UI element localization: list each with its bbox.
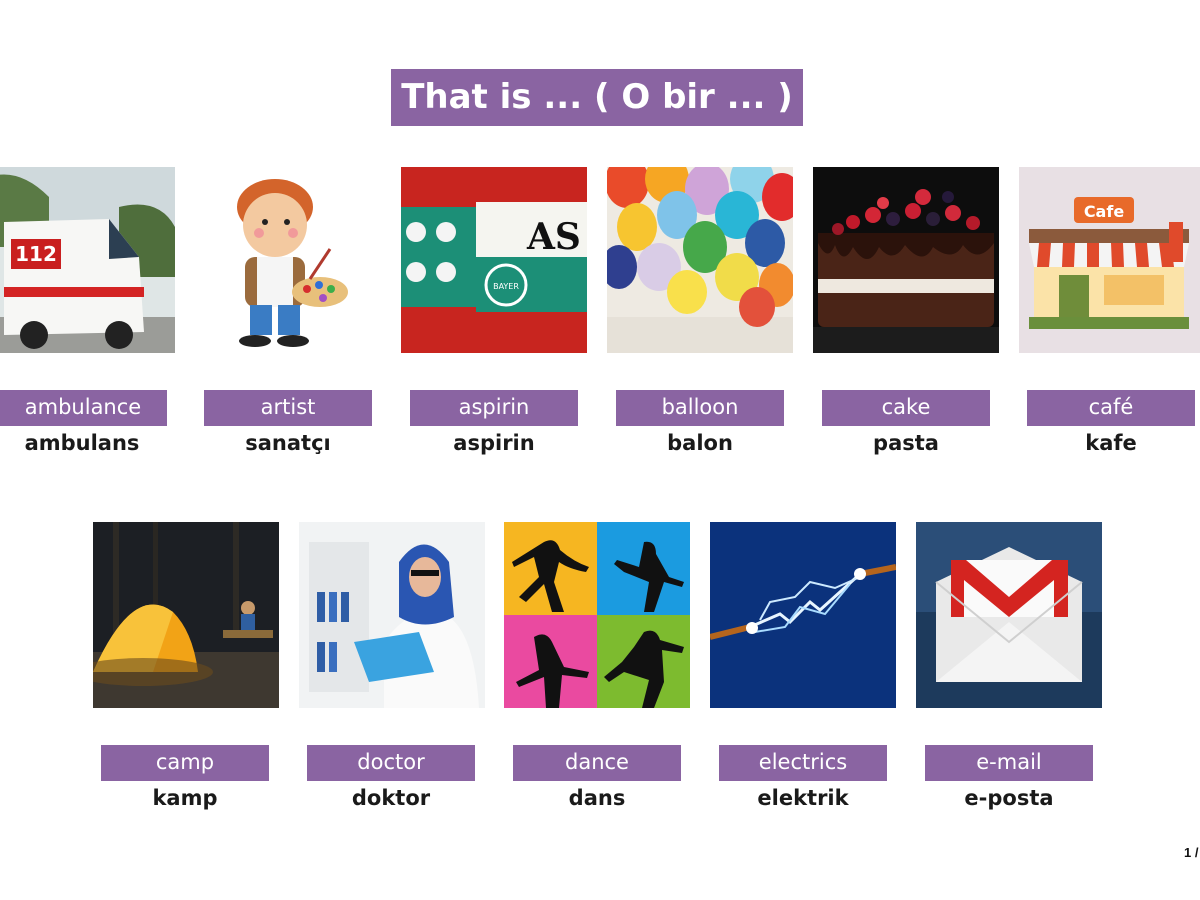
word-label-cake: cake [822, 390, 990, 426]
dance-image [504, 522, 690, 708]
word-label-camp: camp [101, 745, 269, 781]
translation-kamp: kamp [152, 786, 218, 810]
translation-sanatci: sanatçı [245, 431, 331, 455]
balloon-image [607, 167, 793, 353]
cake-image [813, 167, 999, 353]
word-label-dance: dance [513, 745, 681, 781]
word-label-doctor: doctor [307, 745, 475, 781]
ambulance-number: 112 [15, 242, 57, 266]
aspirin-image: AS BAYER [401, 167, 587, 353]
cafe-sign-text: Cafe [1084, 202, 1125, 221]
word-label-ambulance: ambulance [0, 390, 167, 426]
translation-pasta: pasta [873, 431, 939, 455]
translation-eposta: e-posta [964, 786, 1054, 810]
translation-balon: balon [667, 431, 733, 455]
word-label-artist: artist [204, 390, 372, 426]
aspirin-box-text: AS [526, 216, 581, 258]
doctor-image [299, 522, 485, 708]
artist-image [195, 167, 381, 353]
page-number: 1 / [1184, 845, 1199, 860]
translation-kafe: kafe [1085, 431, 1137, 455]
translation-elektrik: elektrik [757, 786, 849, 810]
word-label-aspirin: aspirin [410, 390, 578, 426]
camp-image [93, 522, 279, 708]
translation-doktor: doktor [351, 786, 431, 810]
word-label-cafe: café [1027, 390, 1195, 426]
translation-dans: dans [568, 786, 626, 810]
electrics-image [710, 522, 896, 708]
word-label-email: e-mail [925, 745, 1093, 781]
cafe-image: Cafe [1019, 167, 1200, 353]
word-label-balloon: balloon [616, 390, 784, 426]
bayer-logo-text: BAYER [493, 282, 519, 291]
word-label-electrics: electrics [719, 745, 887, 781]
slide-title: That is ... ( O bir ... ) [391, 69, 803, 126]
translation-ambulans: ambulans [24, 431, 140, 455]
translation-aspirin: aspirin [453, 431, 535, 455]
ambulance-image: 112 [0, 167, 175, 353]
email-image [916, 522, 1102, 708]
